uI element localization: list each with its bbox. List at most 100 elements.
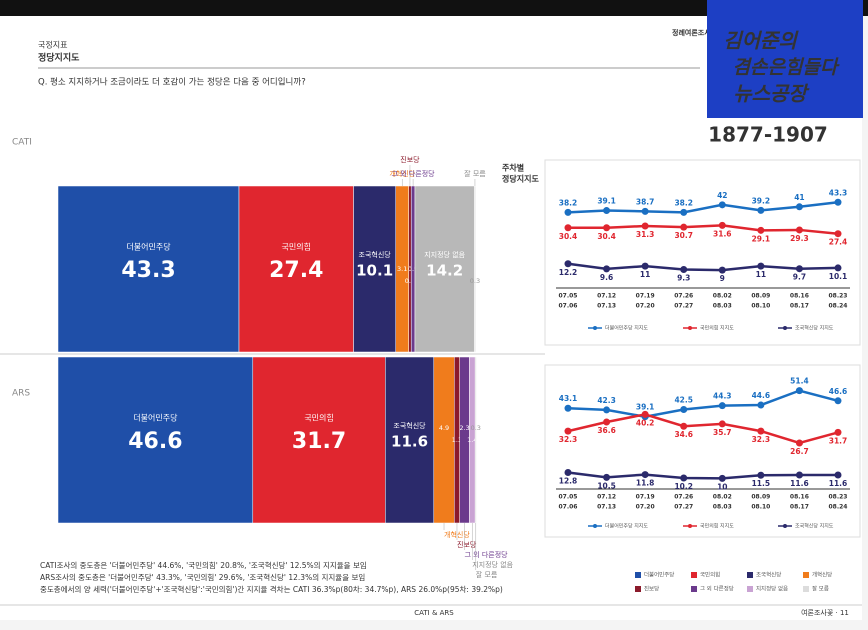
- value-label: 12.2: [559, 268, 578, 277]
- x-tick-label: 07.26: [674, 293, 693, 300]
- point: [564, 427, 572, 435]
- segment-name: 더불어민주당: [133, 413, 178, 423]
- x-tick-label: 08.16: [790, 293, 809, 300]
- segment-name: 지지정당 없음: [424, 250, 465, 259]
- value-label: 43.1: [559, 394, 578, 403]
- value-label: 27.4: [269, 258, 323, 283]
- x-tick-label: 08.10: [751, 504, 770, 511]
- segment-name: 국민의힘: [282, 242, 311, 252]
- legend-dot: [688, 524, 692, 528]
- legend-dot: [783, 326, 787, 330]
- point: [718, 266, 726, 274]
- point: [603, 265, 611, 273]
- point: [564, 468, 572, 476]
- weekly-title: 주차별: [502, 163, 524, 173]
- value-label: 0.6: [405, 277, 415, 285]
- x-tick-label: 07.20: [636, 504, 655, 511]
- section: 국정지표: [38, 40, 67, 50]
- point: [834, 230, 842, 238]
- value-label: 10.1: [829, 272, 848, 281]
- value-label: 42: [717, 191, 727, 200]
- footer: CATI & ARS: [414, 609, 454, 617]
- point: [834, 198, 842, 206]
- segment-name: 진보당: [457, 540, 477, 549]
- segment-name: 그 외 다른정당: [465, 550, 509, 559]
- point: [834, 471, 842, 479]
- point: [680, 208, 688, 216]
- top-strip: [0, 0, 868, 16]
- legend-swatch: [635, 572, 641, 578]
- x-tick-label: 07.20: [636, 303, 655, 310]
- segment: [474, 185, 476, 353]
- value-label: 11.6: [391, 433, 428, 451]
- value-label: 29.3: [790, 234, 809, 243]
- x-tick-label: 08.16: [790, 494, 809, 501]
- series-line: [568, 224, 839, 235]
- legend-dot: [688, 326, 692, 330]
- point: [757, 427, 765, 435]
- x-tick-label: 08.23: [829, 494, 848, 501]
- x-tick-label: 08.09: [751, 293, 770, 300]
- value-label: 29.1: [752, 234, 771, 243]
- point: [795, 471, 803, 479]
- x-tick-label: 07.26: [674, 494, 693, 501]
- value-label: 11.8: [636, 479, 655, 488]
- value-label: 9.3: [677, 273, 690, 282]
- legend-label: 개혁신당: [812, 571, 832, 579]
- point: [680, 406, 688, 413]
- point: [603, 473, 611, 481]
- segment-name: 지지정당 없음: [472, 560, 513, 569]
- legend-swatch: [803, 586, 809, 592]
- legend-swatch: [691, 572, 697, 578]
- x-tick-label: 07.05: [559, 293, 578, 300]
- value-label: 46.6: [128, 429, 182, 454]
- segment: [353, 185, 396, 353]
- legend-swatch: [635, 586, 641, 592]
- value-label: 0.3: [470, 277, 480, 285]
- weekly-title: 정당지지도: [502, 174, 539, 184]
- question: Q. 평소 지지하거나 조금이라도 더 호감이 가는 정당은 다음 중 어디입니…: [38, 77, 306, 88]
- segment-name: 국민의힘: [304, 413, 333, 423]
- legend-swatch: [747, 586, 753, 592]
- x-tick-label: 08.24: [829, 303, 848, 310]
- value-label: 12.8: [559, 476, 578, 485]
- value-label: 9: [720, 274, 725, 283]
- value-label: 43.3: [121, 258, 175, 283]
- value-label: 9.7: [793, 273, 806, 282]
- legend-dot: [783, 524, 787, 528]
- panel: [544, 159, 861, 346]
- x-tick-label: 08.09: [751, 494, 770, 501]
- value-label: 10.1: [356, 262, 393, 280]
- series-line: [567, 262, 839, 272]
- x-tick-label: 07.06: [559, 504, 578, 511]
- point: [718, 420, 726, 428]
- value-label: 11.6: [790, 479, 809, 488]
- x-tick-label: 07.05: [559, 494, 578, 501]
- point: [757, 206, 765, 214]
- value-label: 0.3: [471, 424, 481, 432]
- value-label: 30.4: [559, 232, 578, 241]
- value-label: 11: [640, 270, 650, 279]
- segment-name: 진보당: [400, 155, 420, 164]
- point: [680, 265, 688, 273]
- x-tick-label: 08.17: [790, 303, 809, 310]
- phone: 1877-1907: [708, 123, 828, 147]
- x-tick-label: 07.12: [597, 494, 616, 501]
- point: [718, 474, 726, 482]
- point: [718, 221, 726, 229]
- segment: [238, 185, 354, 353]
- value-label: 39.2: [752, 196, 771, 205]
- legend-label: 지지정당 없음: [756, 585, 788, 593]
- value-label: 26.7: [790, 447, 809, 456]
- legend-label: 국민의힘 지지도: [700, 325, 734, 332]
- segment: [414, 185, 475, 353]
- value-label: 10.5: [597, 481, 616, 490]
- value-label: 39.1: [636, 403, 655, 412]
- value-label: 27.4: [829, 238, 848, 247]
- legend-swatch: [747, 572, 753, 578]
- value-label: 11.6: [829, 479, 848, 488]
- point: [603, 224, 611, 232]
- series-line: [567, 471, 838, 480]
- segment-name: 잘 모름: [464, 170, 486, 178]
